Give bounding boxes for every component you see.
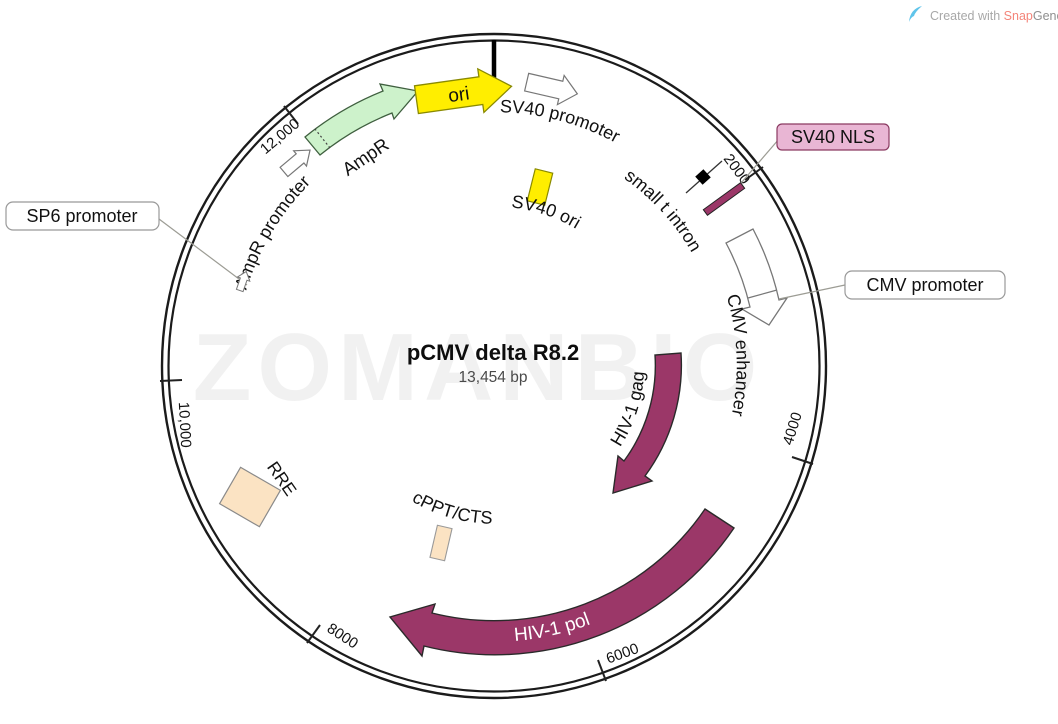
feature-label-small-t-intron: small t intron <box>621 165 705 255</box>
tick-12000 <box>283 105 299 125</box>
tick-marks <box>159 105 814 682</box>
feature-arrow-sp6-promoter <box>235 270 251 293</box>
cmv-enhancer-promoter-divider <box>747 289 778 299</box>
feature-label-sv40-promoter: SV40 promoter <box>500 96 624 146</box>
feature-arrow-sv40-promoter <box>523 72 579 106</box>
tick-6000 <box>597 659 607 682</box>
feature-label-sp6-promoter: SP6 promoter <box>26 206 137 226</box>
snapgene-logo-icon <box>909 6 922 22</box>
feature-box-sv40-ori <box>526 168 554 206</box>
feature-arrow-cmv-enhancer-promoter <box>725 228 789 326</box>
feature-label-cppt-cts: cPPT/CTS <box>409 487 493 528</box>
tick-label-10000: 10,000 <box>175 401 194 448</box>
tick-4000 <box>791 456 814 465</box>
sp6-promoter-leader-line <box>158 218 248 286</box>
feature-label-cmv-promoter: CMV promoter <box>866 275 983 295</box>
snapgene-credit: Created with SnapGene® <box>909 6 1058 23</box>
cmv-promoter-leader-line <box>778 284 846 300</box>
feature-arrow-hiv1-gag <box>612 352 683 494</box>
feature-label-ori: ori <box>447 83 471 107</box>
plasmid-name: pCMV delta R8.2 <box>407 340 579 365</box>
feature-arrow-ampr-promoter <box>279 149 311 178</box>
credit-text: Created with SnapGene® <box>930 8 1058 23</box>
plasmid-size: 13,454 bp <box>459 369 528 386</box>
sv40-nls-label-box <box>776 123 890 151</box>
feature-label-sv40-nls: SV40 NLS <box>791 127 875 147</box>
tick-10000 <box>159 379 183 382</box>
tick-2000 <box>744 166 764 181</box>
feature-bar-sv40-nls <box>702 181 746 217</box>
tick-label-6000: 6000 <box>604 640 641 667</box>
sp6-promoter-label-box <box>5 201 160 231</box>
cmv-promoter-label-box <box>844 270 1006 300</box>
tick-label-2000: 2000 <box>720 151 754 188</box>
backbone-outer-ring <box>160 32 828 700</box>
feature-label-ampr: AmpR <box>338 134 392 180</box>
feature-box-rre <box>218 466 282 528</box>
tick-8000 <box>306 624 321 644</box>
feature-box-cppt-cts <box>429 524 453 562</box>
feature-arrow-ori: ori <box>413 67 513 115</box>
feature-arrow-ampr <box>304 83 420 156</box>
small-t-intron-marker <box>695 169 711 185</box>
tick-label-4000: 4000 <box>780 410 806 447</box>
feature-arrow-hiv1-pol <box>388 508 735 658</box>
feature-label-sv40-ori: SV40 ori <box>510 191 584 232</box>
